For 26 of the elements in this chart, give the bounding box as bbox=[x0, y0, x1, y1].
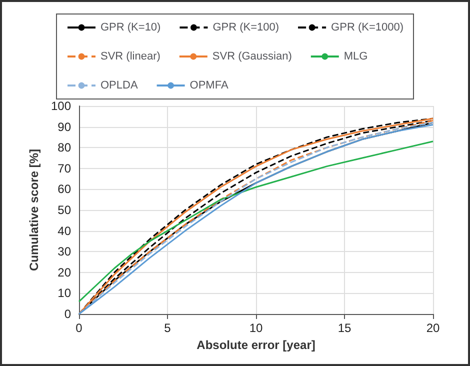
y-tick-label: 30 bbox=[58, 244, 72, 259]
x-tick-label: 15 bbox=[338, 321, 352, 335]
x-tick-label: 20 bbox=[426, 321, 440, 335]
y-tick-label: 80 bbox=[58, 140, 72, 155]
legend-label: GPR (K=10) bbox=[100, 22, 161, 34]
legend-label: MLG bbox=[344, 50, 368, 62]
legend-label: GPR (K=100) bbox=[212, 22, 280, 34]
y-tick-label: 0 bbox=[64, 307, 72, 321]
x-tick-label: 10 bbox=[249, 321, 263, 335]
y-tick-label: 90 bbox=[58, 120, 72, 134]
legend-label: SVR (linear) bbox=[100, 50, 160, 62]
legend-label: OPMFA bbox=[190, 80, 229, 92]
y-tick-label: 40 bbox=[58, 224, 72, 238]
y-tick-label: 70 bbox=[58, 161, 72, 176]
y-tick-label: 100 bbox=[50, 99, 72, 113]
y-tick-label: 10 bbox=[58, 286, 72, 300]
y-tick-label: 50 bbox=[58, 203, 72, 217]
x-axis-title: Absolute error [year] bbox=[196, 338, 316, 352]
y-axis-title: Cumulative score [%] bbox=[27, 148, 42, 272]
y-tick-label: 20 bbox=[58, 265, 72, 280]
legend-label: OPLDA bbox=[100, 80, 138, 92]
legend-label: GPR (K=1000) bbox=[331, 22, 404, 34]
y-tick-label: 60 bbox=[58, 182, 72, 196]
x-tick-label: 0 bbox=[76, 321, 83, 335]
legend-label: SVR (Gaussian) bbox=[212, 50, 292, 62]
x-tick-label: 5 bbox=[164, 321, 172, 335]
